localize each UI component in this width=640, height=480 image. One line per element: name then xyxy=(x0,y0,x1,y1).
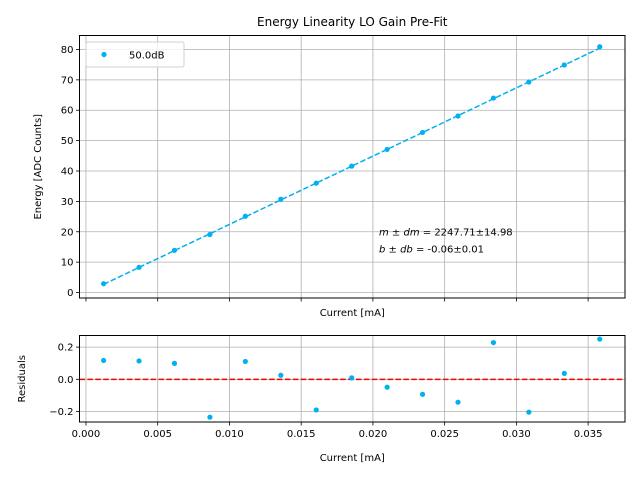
chart-title: Energy Linearity LO Gain Pre-Fit xyxy=(257,15,448,29)
main-x-axis-label: Current [mA] xyxy=(320,308,385,319)
residual-point xyxy=(136,358,142,364)
data-point xyxy=(101,281,107,287)
main-plot-panel: 0 10 20 30 40 50 60 70 80 Energy Linearity LO Ga… xyxy=(33,15,626,319)
data-point xyxy=(242,213,248,219)
residual-point xyxy=(349,375,355,381)
data-point xyxy=(490,95,497,101)
residual-point xyxy=(490,339,497,346)
residual-plot-frame xyxy=(79,335,626,423)
residual-x-axis-label: Current [mA] xyxy=(320,453,385,464)
data-point xyxy=(597,44,603,50)
fit-annotation: m ± dm = 2247.71±14.98 b ± db = -0.06±0.… xyxy=(379,228,513,256)
residual-data-points xyxy=(101,336,603,420)
data-point xyxy=(313,180,319,186)
residual-x-tick-label: 0.010 xyxy=(215,429,244,440)
residual-x-tick-label: 0.000 xyxy=(72,429,101,440)
residual-x-tick-label: 0.015 xyxy=(287,429,316,440)
residual-x-tick-label: 0.025 xyxy=(430,429,459,440)
residual-y-tick-label: 0.2 xyxy=(58,343,74,354)
data-point xyxy=(526,79,532,85)
residual-point xyxy=(242,358,248,365)
residual-point xyxy=(278,372,284,378)
main-y-tick-label: 20 xyxy=(61,227,74,238)
residual-y-tick-label: −0.2 xyxy=(49,407,73,418)
main-y-tick-label: 0 xyxy=(67,288,73,299)
data-point xyxy=(207,231,213,238)
main-y-tick-label: 50 xyxy=(61,136,74,147)
data-point xyxy=(419,129,426,136)
residual-x-tick-label: 0.035 xyxy=(574,429,603,440)
main-y-tick-label: 10 xyxy=(61,258,74,269)
intercept-annotation-symbol: b ± db xyxy=(379,245,413,256)
main-gridlines xyxy=(79,35,625,298)
main-y-tick-label: 60 xyxy=(61,106,74,117)
residual-point xyxy=(526,409,532,415)
main-y-ticks: 0 10 20 30 40 50 60 70 80 xyxy=(61,45,80,299)
residual-point xyxy=(384,384,390,390)
slope-annotation: m ± dm = 2247.71±14.98 xyxy=(379,228,513,239)
residual-point xyxy=(101,357,107,364)
residual-x-tick-label: 0.005 xyxy=(143,429,172,440)
residual-point xyxy=(561,370,567,376)
residual-point xyxy=(455,399,461,405)
main-x-ticks xyxy=(85,298,589,302)
residual-point xyxy=(207,414,213,420)
main-plot-frame xyxy=(79,35,626,299)
data-point xyxy=(278,196,284,202)
main-y-tick-label: 30 xyxy=(61,197,74,208)
data-point xyxy=(171,247,178,253)
residual-point xyxy=(313,407,319,413)
main-y-tick-label: 80 xyxy=(61,45,74,56)
data-point xyxy=(455,113,461,119)
slope-annotation-symbol: m ± dm xyxy=(379,228,420,239)
residual-point xyxy=(171,360,178,366)
fit-line xyxy=(103,47,601,285)
data-point xyxy=(384,146,390,153)
legend-marker-50dB xyxy=(101,51,107,58)
data-point xyxy=(561,62,567,68)
data-point xyxy=(349,163,355,169)
main-y-tick-label: 40 xyxy=(61,167,74,178)
residual-y-axis-label: Residuals xyxy=(17,355,28,402)
main-data-points xyxy=(101,44,603,287)
residual-x-ticks: 0.000 0.005 0.010 0.015 0.020 0.025 0.030 0.035 xyxy=(72,422,603,440)
slope-annotation-value: = 2247.71±14.98 xyxy=(420,228,513,239)
residual-y-ticks: −0.2 0.0 0.2 xyxy=(49,343,80,418)
legend-box xyxy=(85,41,185,68)
residual-plot-panel: −0.2 0.0 0.2 0.000 0.005 0.010 0.015 0.020 0.02… xyxy=(17,335,626,464)
main-y-axis-label: Energy [ADC Counts] xyxy=(33,114,44,220)
intercept-annotation: b ± db = -0.06±0.01 xyxy=(379,245,484,256)
residual-y-tick-label: 0.0 xyxy=(58,375,74,386)
residual-x-tick-label: 0.030 xyxy=(502,429,531,440)
residual-point xyxy=(597,336,603,342)
main-y-tick-label: 70 xyxy=(61,75,74,86)
data-point xyxy=(136,264,142,270)
legend: 50.0dB xyxy=(85,41,185,68)
fit-line-path xyxy=(103,47,601,285)
intercept-annotation-value: = -0.06±0.01 xyxy=(413,245,484,256)
residual-x-tick-label: 0.020 xyxy=(359,429,388,440)
legend-label-50dB: 50.0dB xyxy=(129,51,165,62)
residual-point xyxy=(419,391,426,397)
